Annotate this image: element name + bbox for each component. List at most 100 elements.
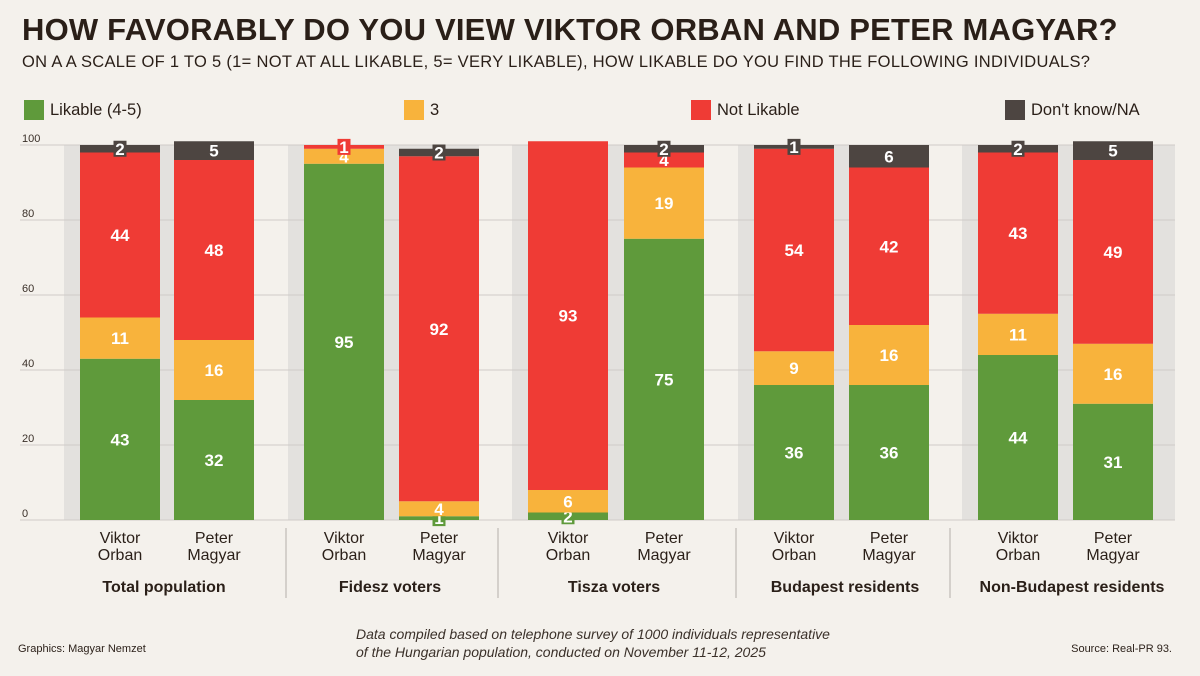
bar-segment-likable	[754, 385, 834, 520]
bar-segment-three	[528, 490, 608, 513]
bar-name-line-1: Viktor	[548, 530, 589, 547]
value-label: 32	[205, 451, 224, 470]
legend-swatch-not-likable	[691, 100, 711, 120]
bar-name-line-1: Peter	[420, 530, 459, 547]
bar-name-line-1: Viktor	[324, 530, 365, 547]
y-tick-label: 20	[22, 433, 34, 445]
value-label: 1	[339, 138, 348, 157]
bar-segment-not-likable	[528, 141, 608, 490]
value-label: 16	[1104, 365, 1123, 384]
bar-segment-not-likable	[174, 160, 254, 340]
bar-segment-likable	[624, 238, 704, 520]
chart-title: HOW FAVORABLY DO YOU VIEW VIKTOR ORBAN A…	[22, 12, 1118, 47]
value-label-badge	[787, 138, 801, 155]
bar-segment-likable	[849, 385, 929, 520]
value-label: 1	[434, 509, 443, 528]
value-label: 1	[789, 138, 798, 157]
bar-segment-dont-know	[849, 145, 929, 168]
value-label-badge	[337, 138, 351, 155]
bar-name-line-2: Magyar	[1086, 547, 1140, 564]
bar-segment-likable	[978, 355, 1058, 520]
legend-item-not-likable: Not Likable	[691, 100, 800, 120]
value-label: 6	[884, 147, 893, 166]
bar-segment-three	[304, 148, 384, 164]
group-label: Budapest residents	[771, 579, 920, 596]
bar-segment-likable	[304, 163, 384, 520]
value-label-badge	[432, 144, 446, 161]
bar-name-line-2: Magyar	[412, 547, 466, 564]
value-label: 2	[659, 140, 668, 159]
legend-label-likable: Likable (4-5)	[50, 100, 142, 119]
bar-segment-three	[174, 340, 254, 400]
value-label: 48	[205, 241, 224, 260]
group-label: Tisza voters	[568, 579, 660, 596]
value-label: 19	[655, 194, 674, 213]
survey-note-line-1: Data compiled based on telephone survey …	[356, 626, 830, 642]
value-label: 54	[785, 241, 804, 260]
bar-name-line-1: Viktor	[998, 530, 1039, 547]
bar-segment-not-likable	[754, 148, 834, 352]
bar-segment-not-likable	[399, 156, 479, 502]
value-label: 44	[1009, 429, 1028, 448]
bar-segment-not-likable	[80, 152, 160, 318]
bar-name-line-1: Viktor	[100, 530, 141, 547]
legend-swatch-dont-know	[1005, 100, 1025, 120]
bar-name-line-2: Orban	[98, 547, 142, 564]
legend-swatch-three	[404, 100, 424, 120]
group-label: Fidesz voters	[339, 579, 441, 596]
value-label: 2	[1013, 140, 1022, 159]
value-label: 16	[880, 346, 899, 365]
value-label: 49	[1104, 243, 1123, 262]
value-label: 95	[335, 333, 354, 352]
bar-segment-three	[849, 325, 929, 385]
value-label: 4	[434, 500, 444, 519]
value-label-badge	[657, 140, 671, 157]
value-label: 16	[205, 361, 224, 380]
y-tick-label: 60	[22, 283, 34, 295]
value-label: 5	[1108, 142, 1117, 161]
bar-name-line-2: Magyar	[637, 547, 691, 564]
legend-label-not-likable: Not Likable	[717, 100, 800, 119]
bar-segment-three	[399, 501, 479, 517]
value-label: 4	[659, 151, 669, 170]
bar-name-line-2: Orban	[322, 547, 366, 564]
bar-segment-not-likable	[1073, 160, 1153, 344]
value-label: 2	[434, 144, 443, 163]
value-label: 31	[1104, 453, 1123, 472]
bar-name-line-2: Magyar	[187, 547, 241, 564]
bar-segment-not-likable	[978, 152, 1058, 314]
bar-segment-three	[1073, 343, 1153, 404]
bar-name-line-1: Peter	[195, 530, 234, 547]
legend-item-likable: Likable (4-5)	[24, 100, 142, 120]
bar-name-line-1: Peter	[870, 530, 909, 547]
bar-segment-dont-know	[1073, 141, 1153, 160]
survey-note: Data compiled based on telephone survey …	[356, 625, 830, 661]
value-label: 75	[655, 370, 674, 389]
y-tick-label: 0	[22, 508, 28, 520]
source-credit: Source: Real-PR 93.	[1071, 643, 1172, 655]
value-label: 36	[785, 444, 804, 463]
bar-name-line-1: Viktor	[774, 530, 815, 547]
value-label-badge	[1011, 140, 1025, 157]
legend-swatch-likable	[24, 100, 44, 120]
bar-name-line-1: Peter	[645, 530, 684, 547]
legend-label-dont-know: Don't know/NA	[1031, 100, 1140, 119]
bar-segment-three	[978, 313, 1058, 355]
bar-segment-not-likable	[624, 152, 704, 168]
value-label: 43	[1009, 224, 1028, 243]
bar-name-line-2: Orban	[996, 547, 1040, 564]
y-tick-label: 100	[22, 133, 40, 145]
value-label: 43	[111, 430, 130, 449]
value-label: 36	[880, 444, 899, 463]
bar-segment-dont-know	[174, 141, 254, 160]
value-label: 92	[430, 320, 449, 339]
value-label: 93	[559, 307, 578, 326]
bar-segment-likable	[80, 358, 160, 520]
value-label-badge	[113, 140, 127, 157]
bar-segment-likable	[174, 400, 254, 520]
bar-segment-three	[624, 167, 704, 239]
graphics-credit: Graphics: Magyar Nemzet	[18, 643, 146, 655]
bar-segment-three	[80, 317, 160, 359]
bar-segment-three	[754, 351, 834, 385]
